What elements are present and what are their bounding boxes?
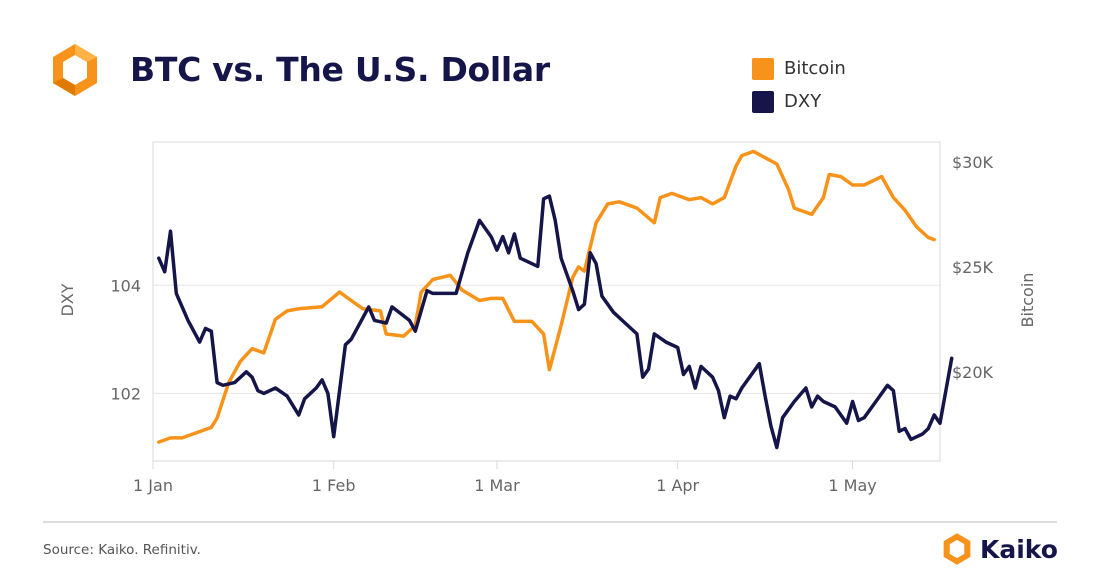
source-note: Source: Kaiko. Refinitiv.: [43, 542, 201, 558]
series-line-dxy: [157, 194, 954, 450]
legend-swatch-dxy: [752, 90, 774, 113]
kaiko-brand-icon: [943, 533, 971, 565]
legend: Bitcoin DXY: [752, 52, 846, 118]
brand-name: Kaiko: [980, 534, 1058, 564]
y-tick-left-102: 102: [110, 384, 141, 403]
x-tick-1-Jan: 1 Jan: [133, 476, 173, 495]
y-tick-right-$30K: $30K: [952, 153, 994, 172]
brand: Kaiko: [940, 532, 1058, 566]
legend-label-bitcoin: Bitcoin: [784, 58, 846, 79]
legend-label-dxy: DXY: [784, 91, 822, 112]
y-tick-right-$20K: $20K: [952, 363, 994, 382]
plot-frame: [152, 141, 941, 462]
kaiko-logo-icon: [53, 44, 97, 96]
chart-title: BTC vs. The U.S. Dollar: [130, 50, 550, 89]
y-axis-title-bitcoin: Bitcoin: [1018, 273, 1037, 328]
legend-item-dxy[interactable]: DXY: [752, 85, 846, 118]
x-tick-1-Feb: 1 Feb: [312, 476, 356, 495]
series-line-bitcoin: [157, 149, 936, 444]
legend-swatch-bitcoin: [752, 57, 774, 80]
y-tick-left-104: 104: [110, 276, 141, 295]
x-tick-1-Apr: 1 Apr: [656, 476, 699, 495]
x-tick-1-May: 1 May: [828, 476, 876, 495]
y-axis-title-dxy: DXY: [58, 283, 77, 316]
x-tick-1-Mar: 1 Mar: [474, 476, 520, 495]
y-tick-right-$25K: $25K: [952, 258, 994, 277]
legend-item-bitcoin[interactable]: Bitcoin: [752, 52, 846, 85]
